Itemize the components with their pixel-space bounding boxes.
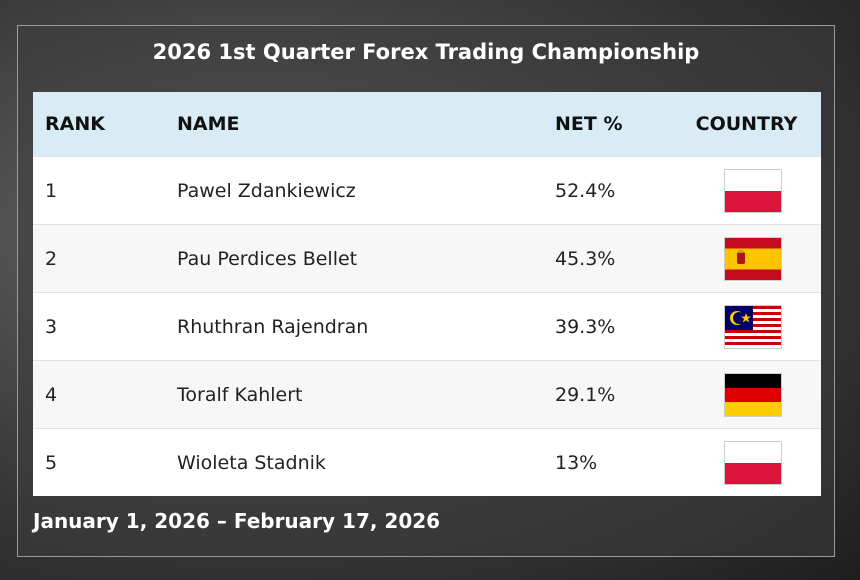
country [682, 156, 821, 225]
country [682, 224, 821, 293]
ranking-table: RANK NAME NET % COUNTRY 1 Pawel Zdankiew… [33, 92, 821, 496]
name: Pawel Zdankiewicz [165, 156, 543, 225]
row: 3 Rhuthran Rajendran 39.3% [33, 292, 821, 361]
name: Wioleta Stadnik [165, 428, 543, 496]
net: 29.1% [543, 360, 682, 429]
rank: 4 [33, 360, 165, 429]
row: 4 Toralf Kahlert 29.1% [33, 360, 821, 429]
country [682, 428, 821, 496]
row: 5 Wioleta Stadnik 13% [33, 428, 821, 496]
name: Pau Perdices Bellet [165, 224, 543, 293]
header-row: RANK NAME NET % COUNTRY [33, 92, 821, 157]
rank: 2 [33, 224, 165, 293]
rank: 3 [33, 292, 165, 361]
row: 2 Pau Perdices Bellet 45.3% [33, 224, 821, 293]
flag-malaysia [723, 304, 782, 349]
country [682, 360, 821, 429]
flag-spain [723, 236, 782, 281]
net: 45.3% [543, 224, 682, 293]
column-header: NET % [543, 92, 682, 157]
column-header: NAME [165, 92, 543, 157]
net: 13% [543, 428, 682, 496]
panel: 2026 1st Quarter Forex Trading Champions… [17, 25, 835, 557]
net: 39.3% [543, 292, 682, 361]
flag-germany [723, 372, 782, 417]
name: Rhuthran Rajendran [165, 292, 543, 361]
row: 1 Pawel Zdankiewicz 52.4% [33, 156, 821, 225]
flag-poland [723, 440, 782, 485]
column-header: RANK [33, 92, 165, 157]
rank: 5 [33, 428, 165, 496]
column-header: COUNTRY [682, 92, 821, 157]
title: 2026 1st Quarter Forex Trading Champions… [152, 40, 700, 64]
net: 52.4% [543, 156, 682, 225]
rank: 1 [33, 156, 165, 225]
flag-poland [723, 168, 782, 213]
country [682, 292, 821, 361]
date-range: January 1, 2026 – February 17, 2026 [33, 509, 441, 533]
name: Toralf Kahlert [165, 360, 543, 429]
